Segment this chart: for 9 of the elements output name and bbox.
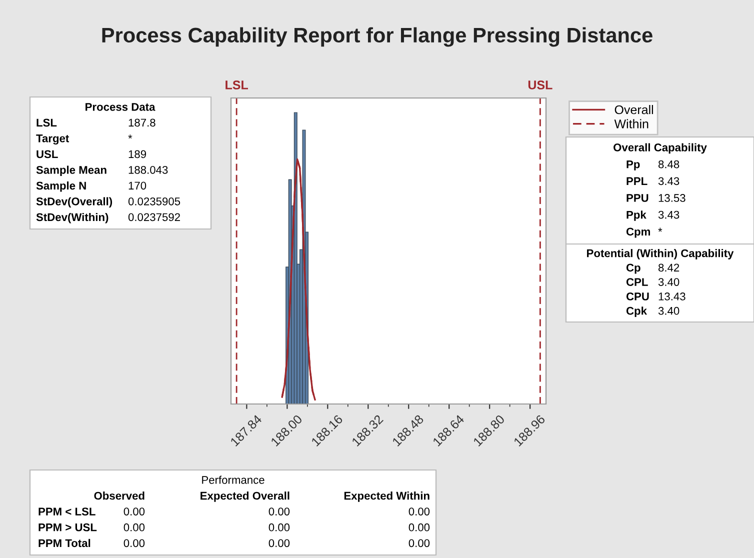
ref-line-label: USL [528, 80, 552, 90]
text: Process Data LSL 187.8 Target * USL 189 Sample Mean 188.043 Sample N 170 StDev(Overall) 0.0235905 StDev(Within) 0.0237592 [36, 103, 180, 224]
chart-title: Process Capability Report for Flange Pressing Distance [102, 27, 652, 47]
text: Overall Capability Pp 8.48 PPL 3.43 PPU 13.53 Ppk 3.43 Cpm * [614, 143, 707, 238]
text: Potential (Within) Capability Cp 8.42 CPL 3.40 CPU 13.43 Cpk 3.40 [587, 249, 734, 317]
ref-line-label: LSL [226, 80, 248, 90]
text: Performance Observed Expected Overall Expected Within PPM < LSL 0.00 0.00 0.00 PPM > USL 0.00 0.00 0.00 PPM Total 0.00 0.00 0.00 [38, 476, 430, 548]
legend-label: Overall [614, 105, 654, 114]
legend-label: Within [614, 119, 648, 128]
